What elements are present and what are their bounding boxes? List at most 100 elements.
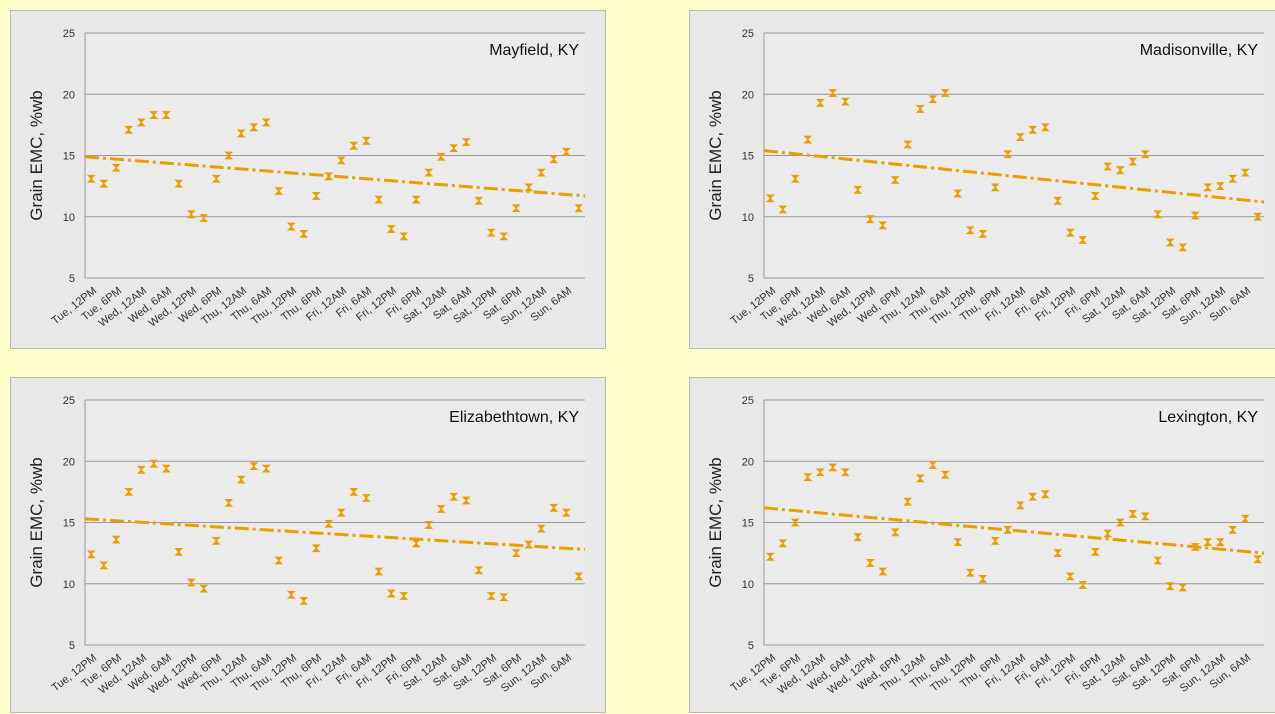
data-point (803, 135, 813, 144)
y-tick-label: 10 (742, 579, 754, 591)
data-point (1240, 514, 1250, 523)
data-point (978, 230, 988, 238)
data-point (524, 183, 534, 192)
data-point (311, 544, 321, 553)
data-point (1178, 583, 1188, 592)
data-point (1003, 525, 1013, 534)
data-point (1040, 490, 1050, 499)
data-point (940, 470, 950, 479)
data-point (461, 138, 471, 146)
data-point (1178, 243, 1188, 252)
y-tick-label: 5 (748, 640, 754, 652)
y-axis-label: Grain EMC, %wb (27, 90, 46, 220)
data-point (1078, 236, 1088, 244)
data-point (915, 105, 925, 113)
data-point (1203, 183, 1213, 192)
data-point (136, 118, 146, 127)
data-point (511, 204, 521, 213)
data-point (149, 111, 159, 119)
y-tick-label: 15 (742, 151, 754, 163)
data-point (461, 496, 471, 505)
data-point (499, 232, 509, 241)
data-point (449, 492, 459, 501)
data-point (1203, 538, 1213, 546)
data-point (174, 548, 184, 556)
data-point (978, 574, 988, 583)
data-point (1103, 529, 1113, 538)
chart-title: Madisonville, KY (1140, 42, 1259, 59)
y-axis-label: Grain EMC, %wb (706, 90, 725, 220)
data-point (828, 89, 838, 97)
data-point (574, 572, 584, 581)
data-point (1003, 150, 1013, 159)
data-point (1015, 501, 1025, 510)
data-point (486, 592, 496, 600)
data-point (1228, 525, 1238, 534)
data-point (524, 540, 534, 549)
data-point (149, 459, 159, 468)
data-point (1215, 538, 1225, 546)
data-point (411, 539, 421, 548)
trendline (84, 517, 586, 551)
data-point (499, 593, 509, 602)
data-point (399, 232, 409, 241)
data-point (890, 528, 900, 537)
data-point (1028, 492, 1038, 501)
data-point (1065, 228, 1075, 237)
data-point (274, 187, 284, 195)
y-tick-label: 15 (63, 518, 75, 530)
data-point (286, 590, 296, 599)
data-point (928, 461, 938, 469)
data-point (965, 568, 975, 577)
data-point (815, 468, 825, 477)
data-point (274, 556, 284, 565)
data-point (574, 204, 584, 213)
data-point (828, 463, 838, 472)
data-point (1253, 212, 1263, 221)
data-point (199, 584, 209, 593)
y-tick-label: 10 (63, 212, 75, 224)
data-point (778, 539, 788, 548)
y-tick-label: 25 (742, 395, 754, 407)
data-point (765, 552, 775, 561)
data-point (111, 163, 121, 172)
data-point (224, 499, 234, 507)
data-point (99, 179, 109, 188)
data-point (474, 196, 484, 205)
y-tick-label: 20 (742, 89, 754, 101)
data-point (486, 228, 496, 237)
data-point (361, 136, 371, 145)
data-point (386, 225, 396, 233)
y-tick-label: 20 (63, 89, 75, 101)
data-point (436, 152, 446, 161)
data-point (324, 519, 334, 528)
data-point (1090, 548, 1100, 556)
data-point (865, 215, 875, 224)
data-point (853, 185, 863, 194)
data-point (561, 147, 571, 156)
data-point (1053, 549, 1063, 558)
data-point (1253, 555, 1263, 564)
data-point (86, 550, 96, 559)
y-tick-label: 25 (63, 28, 75, 40)
data-point (124, 125, 134, 134)
y-axis-label: Grain EMC, %wb (706, 457, 725, 587)
y-tick-label: 25 (63, 395, 75, 407)
data-point (878, 221, 888, 230)
data-point (311, 192, 321, 200)
chart-panel-madisonville: 5 10 15 20 25 Grain EMC, %wb Tue, 12PM Tue, 6PM… (689, 10, 1275, 349)
data-point (1165, 582, 1175, 591)
data-point (399, 592, 409, 600)
data-point (436, 505, 446, 513)
y-tick-label: 15 (63, 151, 75, 163)
data-point (790, 518, 800, 527)
data-point (890, 176, 900, 184)
chart-panel-mayfield: 5 10 15 20 25 Grain EMC, %wb Tue, 12PM Tue, 6PM… (10, 10, 606, 349)
data-point (124, 487, 134, 496)
data-point (424, 168, 434, 177)
y-tick-label: 20 (742, 456, 754, 468)
data-point (111, 535, 121, 544)
data-point (840, 97, 850, 106)
